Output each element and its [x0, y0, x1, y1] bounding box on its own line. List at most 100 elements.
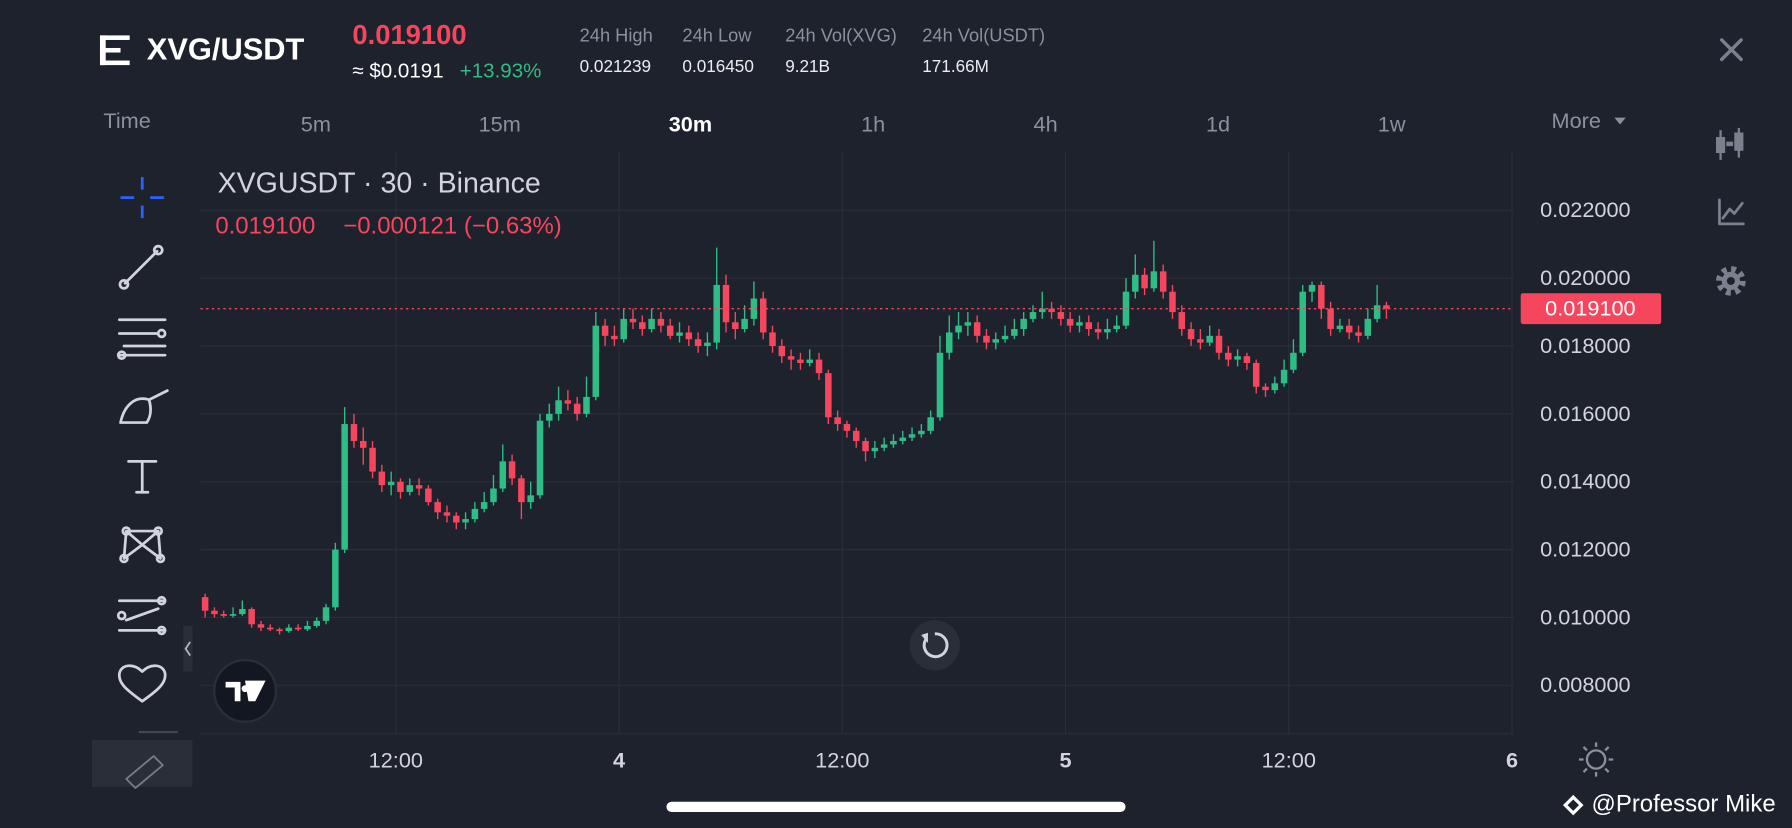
candle-body [1345, 325, 1353, 333]
candle-body [1113, 325, 1120, 330]
candle-body [490, 488, 497, 503]
chart-title: XVGUSDT · 30 · Binance [218, 168, 541, 200]
ruler-tool-bg[interactable] [91, 740, 193, 787]
candle-body [527, 495, 534, 503]
candle-body [676, 332, 683, 336]
candle-body [713, 284, 720, 343]
candle-body [890, 441, 897, 445]
candle-body [685, 332, 693, 340]
symbol[interactable]: XVG/USDT [147, 32, 305, 67]
candle-body [592, 325, 600, 397]
candle-body [750, 298, 758, 319]
prediction-tool[interactable] [116, 595, 167, 636]
candle-body [434, 502, 441, 513]
interval[interactable]: 15m [479, 111, 521, 136]
brush-tool[interactable] [119, 389, 169, 424]
candle-body [1336, 325, 1344, 330]
candle-body [852, 430, 860, 442]
stat-value: 0.021239 [580, 56, 651, 76]
settings-icon[interactable] [1716, 266, 1746, 296]
y-tick-label: 0.020000 [1540, 265, 1630, 290]
interval-bar: Time 5m 15m 30m 1h 4h 1d 1w More [103, 108, 1601, 136]
candle-body [1383, 305, 1390, 309]
candle-body [1076, 322, 1083, 326]
legend-close: 0.019100 [215, 213, 315, 240]
candle-body [360, 441, 367, 448]
x-tick-label: 12:00 [369, 747, 423, 772]
y-tick-label: 0.016000 [1540, 401, 1630, 426]
candle-body [276, 629, 283, 632]
candle-body [1215, 335, 1223, 353]
candle-body [620, 318, 627, 340]
stat-value: 0.016450 [682, 56, 753, 76]
candle-body [1234, 356, 1241, 360]
interval[interactable]: 5m [301, 111, 331, 136]
candle-body [1187, 329, 1195, 340]
x-tick-label: 4 [613, 747, 625, 772]
candle-body [704, 342, 711, 347]
candle-body [1262, 386, 1269, 391]
close-button[interactable] [1720, 38, 1743, 62]
ruler-tool[interactable] [125, 755, 164, 789]
fib-tool[interactable] [116, 318, 167, 360]
y-tick-label: 0.008000 [1540, 672, 1630, 697]
reset-button[interactable] [909, 620, 960, 671]
candle-body [369, 447, 376, 472]
candle-body [397, 481, 404, 492]
candle-body [1178, 312, 1186, 330]
tradingview-logo[interactable] [213, 658, 277, 723]
candle-body [1308, 284, 1316, 292]
candle-body [425, 488, 432, 503]
crosshair-tool[interactable] [120, 177, 164, 219]
interval: Time [103, 108, 150, 133]
candle-body [666, 325, 674, 336]
candle-body [415, 485, 423, 489]
theme-icon[interactable] [1578, 742, 1614, 777]
interval[interactable]: More [1552, 108, 1601, 133]
x-tick-label: 5 [1059, 747, 1071, 772]
candle-body [239, 609, 246, 615]
candle-body [1225, 352, 1232, 360]
candle-body [862, 441, 869, 452]
interval[interactable]: 1w [1378, 111, 1406, 136]
more-caret[interactable] [1614, 117, 1626, 125]
collapse-tab[interactable] [183, 625, 193, 672]
candle-body [285, 627, 293, 632]
candle-body [945, 332, 953, 353]
pattern-tool[interactable] [119, 526, 166, 564]
interval[interactable]: 30m [669, 111, 712, 136]
candle-body [1318, 284, 1325, 309]
candle-body [1104, 329, 1111, 333]
x-tick-label: 12:00 [1262, 747, 1316, 772]
candle-body [266, 627, 274, 630]
candle-body [759, 298, 767, 333]
favorites-tool[interactable] [118, 664, 167, 703]
candle-body [1373, 305, 1381, 319]
interval[interactable]: 1d [1206, 111, 1230, 136]
candle-body [1085, 322, 1093, 330]
candle-body [648, 318, 655, 330]
price: 0.019100 [352, 19, 466, 50]
candle-body [471, 508, 479, 520]
candle-type-icon[interactable] [1716, 127, 1744, 160]
candle-body [201, 597, 209, 611]
candle-body [843, 424, 851, 431]
candle-body [601, 325, 609, 336]
text-tool[interactable] [127, 460, 158, 494]
interval[interactable]: 4h [1034, 111, 1058, 136]
candle-body [387, 481, 395, 486]
candle-body [1057, 312, 1065, 319]
candle-body [341, 424, 348, 550]
candle-body [769, 332, 776, 347]
candle-body [583, 396, 590, 414]
candle-body [322, 607, 330, 621]
collapse-arrow[interactable] [184, 641, 191, 657]
candle-body [1206, 335, 1213, 343]
candle-body [871, 447, 879, 452]
line-tool[interactable] [118, 244, 164, 290]
menu-icon[interactable] [99, 35, 130, 66]
candle-body [992, 339, 1000, 343]
indicators-icon[interactable] [1718, 198, 1745, 226]
interval[interactable]: 1h [861, 111, 885, 136]
